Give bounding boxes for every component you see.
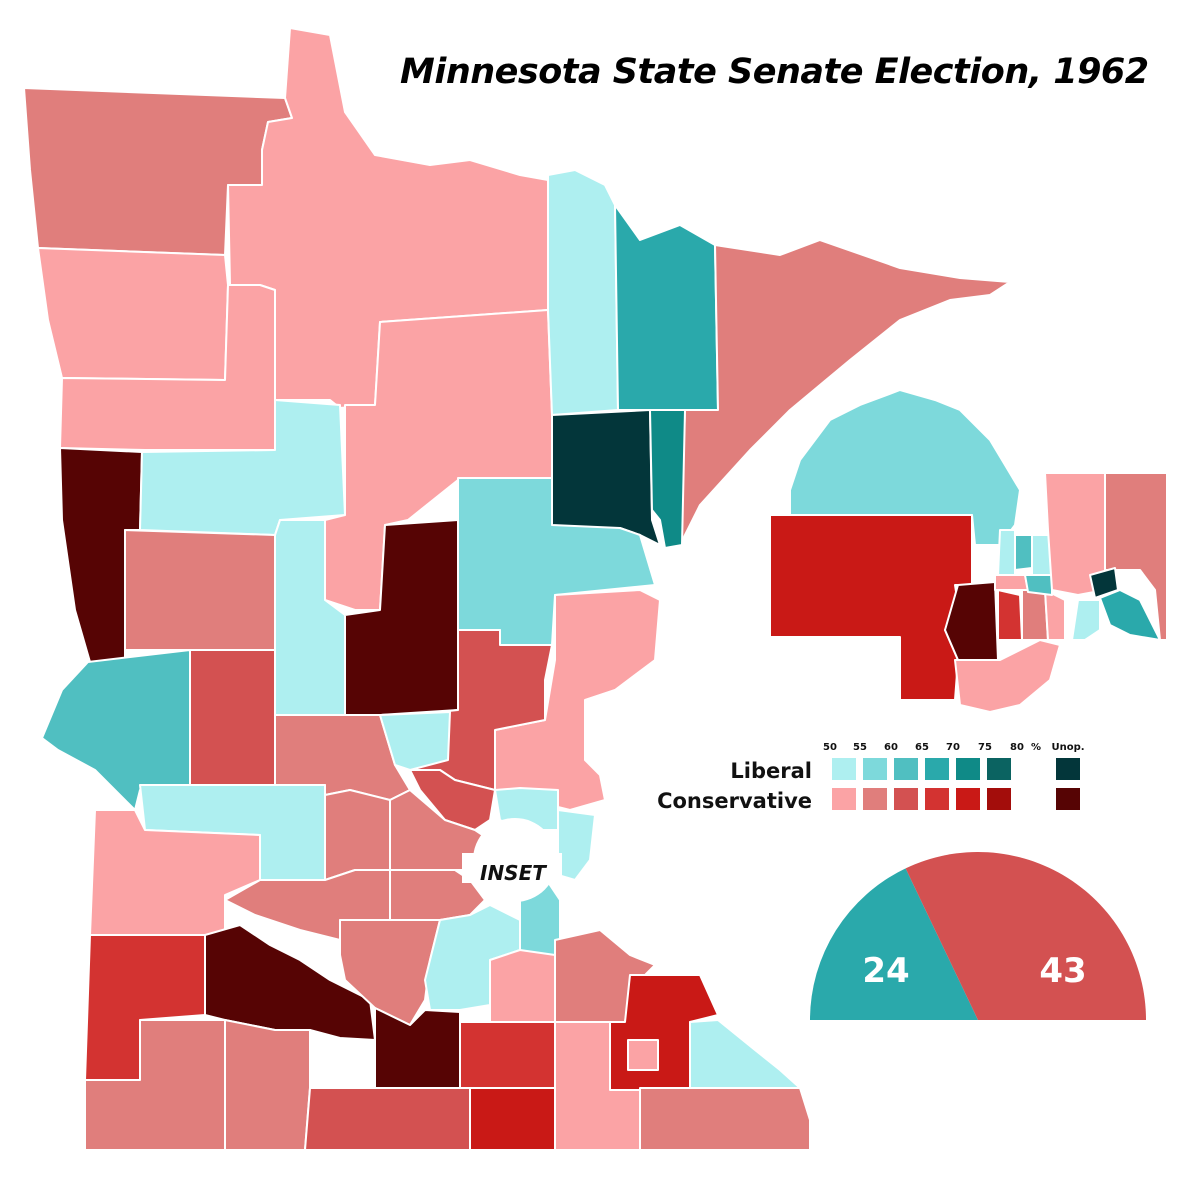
district-red-river-north bbox=[37, 247, 229, 381]
inset-label: INSET bbox=[480, 861, 547, 885]
district-cottonwood bbox=[224, 1019, 311, 1151]
district-wabasha bbox=[689, 1019, 801, 1089]
district-morrison-small bbox=[379, 711, 451, 771]
legend-ticks: 50 55 60 65 70 75 80% Unop. bbox=[823, 742, 1085, 753]
legend-swatch-liberal-55 bbox=[863, 758, 887, 780]
legend-swatch-liberal-60 bbox=[894, 758, 918, 780]
legend-swatch-liberal-unopposed bbox=[1056, 758, 1080, 780]
district-itasca-west bbox=[547, 169, 619, 416]
legend-tick-55: 55 bbox=[853, 742, 867, 753]
district-kanabec bbox=[409, 769, 496, 831]
inset-district-mpls-a bbox=[997, 589, 1023, 641]
legend-row-liberal: Liberal bbox=[730, 759, 812, 783]
seat-chart: 24 43 bbox=[810, 851, 1146, 1020]
inset-district-west bbox=[769, 514, 973, 701]
district-freeborn bbox=[469, 1087, 556, 1151]
district-rice bbox=[459, 1021, 556, 1089]
seat-wedge-liberal bbox=[810, 868, 978, 1020]
legend-swatch-liberal-65 bbox=[925, 758, 949, 780]
district-scott bbox=[489, 949, 556, 1023]
district-duluth bbox=[649, 409, 686, 549]
legend-percent-sign: % bbox=[1031, 742, 1041, 753]
inset-district-north bbox=[789, 389, 1021, 546]
district-becker bbox=[124, 529, 276, 651]
seat-count-liberal: 24 bbox=[862, 951, 909, 991]
district-stearns-west bbox=[324, 789, 391, 881]
inset-label-box bbox=[462, 853, 562, 883]
legend-swatch-conservative-55 bbox=[863, 788, 887, 810]
seat-wedge-conservative bbox=[905, 851, 1146, 1020]
district-red-wing bbox=[627, 1039, 659, 1071]
legend-tick-70: 70 bbox=[946, 742, 960, 753]
legend-swatch-liberal-75 bbox=[987, 758, 1011, 780]
legend-tick-75: 75 bbox=[978, 742, 992, 753]
map-title: Minnesota State Senate Election, 1962 bbox=[400, 52, 1149, 92]
legend-swatch-liberal-50 bbox=[832, 758, 856, 780]
legend-unopposed-label: Unop. bbox=[1051, 742, 1084, 753]
legend-swatch-conservative-50 bbox=[832, 788, 856, 810]
legend-swatch-conservative-65 bbox=[925, 788, 949, 810]
inset-district-north-a bbox=[997, 529, 1016, 576]
inset-district-center-a bbox=[994, 574, 1029, 591]
legend-swatch-liberal-70 bbox=[956, 758, 980, 780]
legend-tick-80: 80 bbox=[1010, 742, 1024, 753]
inset-district-south bbox=[954, 639, 1061, 713]
inset-district-center-b bbox=[1024, 574, 1053, 596]
district-martin bbox=[304, 1087, 471, 1151]
district-blue-earth bbox=[374, 1007, 461, 1089]
inset-district-st-paul-a bbox=[1071, 599, 1101, 641]
district-otter-tail bbox=[189, 649, 276, 786]
metro-inset bbox=[769, 389, 1168, 713]
district-iron-range bbox=[614, 204, 719, 411]
inset-district-north-b bbox=[1014, 534, 1033, 571]
legend-tick-65: 65 bbox=[915, 742, 929, 753]
legend-swatch-conservative-60 bbox=[894, 788, 918, 810]
legend-swatch-conservative-70 bbox=[956, 788, 980, 810]
legend-tick-50: 50 bbox=[823, 742, 837, 753]
legend-tick-60: 60 bbox=[884, 742, 898, 753]
legend: 50 55 60 65 70 75 80% Unop. Liberal Conservativ… bbox=[657, 742, 1084, 813]
district-winona bbox=[639, 1087, 811, 1151]
legend-swatches bbox=[832, 758, 1080, 810]
legend-swatch-conservative-unopposed bbox=[1056, 788, 1080, 810]
legend-row-conservative: Conservative bbox=[657, 789, 812, 813]
inset-district-mpls-c bbox=[1044, 589, 1066, 641]
inset-district-mpls-b bbox=[1021, 589, 1049, 641]
district-renville bbox=[339, 919, 441, 1026]
seat-count-conservative: 43 bbox=[1039, 951, 1086, 991]
inset-district-st-paul-c bbox=[1099, 589, 1161, 641]
legend-swatch-conservative-75 bbox=[987, 788, 1011, 810]
district-chisago bbox=[557, 809, 596, 881]
